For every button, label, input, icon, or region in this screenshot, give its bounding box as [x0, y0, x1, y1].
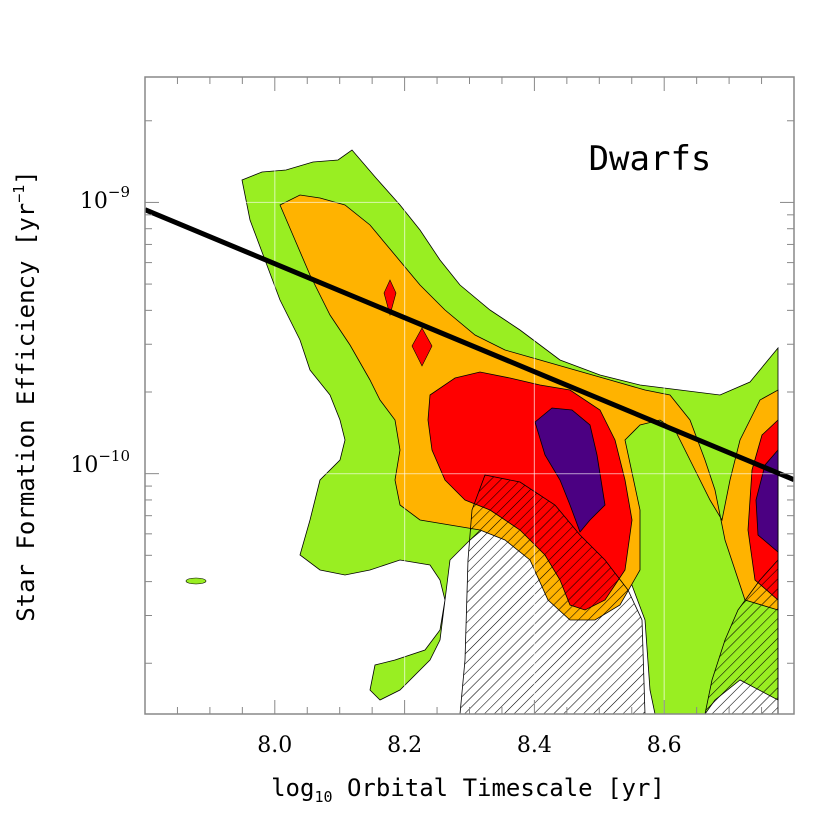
- x-tick-label-3: 8.6: [647, 733, 682, 758]
- grid-lines: [145, 77, 794, 714]
- panel-annotation: Dwarfs: [589, 139, 712, 179]
- hatch-region-a: [459, 474, 646, 714]
- y-tick-label-1: 10−10: [70, 447, 130, 478]
- x-axis-label: log10 Orbital Timescale [yr]: [271, 774, 665, 806]
- y-tick-labels: 10−9 10−10: [70, 183, 130, 478]
- contour-level-4: [534, 407, 606, 533]
- axis-ticks: [144, 77, 795, 714]
- x-tick-labels: 8.0 8.2 8.4 8.6: [257, 733, 681, 758]
- y-tick-label-0: 10−9: [80, 183, 130, 214]
- x-tick-label-0: 8.0: [257, 733, 292, 758]
- x-tick-label-2: 8.4: [517, 733, 552, 758]
- contour-level-3-island-a: [383, 279, 397, 317]
- fit-line: [145, 207, 794, 483]
- contour-level-4-right: [755, 448, 779, 553]
- x-tick-label-1: 8.2: [387, 733, 422, 758]
- hatch-region-b: [704, 558, 779, 714]
- y-axis-label: Star Formation Efficiency [yr−1]: [10, 170, 40, 622]
- contour-level-3-island-b: [411, 327, 433, 367]
- contour-level-1-island: [185, 577, 207, 585]
